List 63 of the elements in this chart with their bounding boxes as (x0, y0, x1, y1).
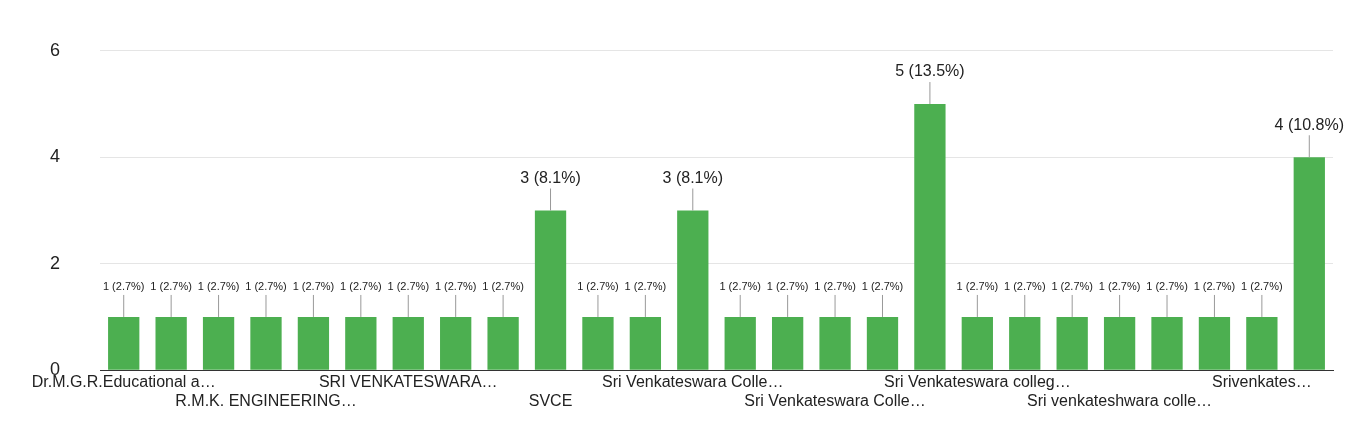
data-label: 1 (2.7%) (434, 280, 477, 293)
bar (866, 316, 899, 370)
bar (771, 316, 804, 370)
bar (440, 316, 472, 370)
data-label: 1 (2.7%) (861, 280, 904, 293)
bar (629, 316, 662, 370)
data-label: 1 (2.7%) (577, 280, 619, 293)
bar (534, 210, 567, 370)
data-label: 1 (2.7%) (814, 280, 856, 293)
bar (297, 316, 330, 370)
bar (392, 316, 424, 370)
bar (1293, 157, 1325, 370)
bar (250, 316, 282, 370)
bar (1103, 316, 1136, 370)
x-tick-label: Sri Venkateswara Colle… (744, 392, 926, 410)
data-label: 1 (2.7%) (340, 280, 382, 293)
data-label: 1 (2.7%) (292, 280, 335, 293)
bar (724, 316, 756, 370)
bar (819, 316, 851, 370)
data-label: 1 (2.7%) (1193, 280, 1236, 293)
data-label: 1 (2.7%) (1051, 280, 1093, 293)
bar (155, 316, 187, 370)
bar (582, 316, 614, 370)
data-label: 1 (2.7%) (766, 280, 809, 293)
data-label: 1 (2.7%) (197, 280, 240, 293)
data-label: 5 (13.5%) (895, 62, 965, 80)
x-tick-label: Sri Venkateswara Colle… (602, 373, 784, 391)
data-label: 1 (2.7%) (956, 280, 999, 293)
data-label: 4 (10.8%) (1274, 115, 1344, 133)
x-tick-label: SRI VENKATESWARA… (318, 373, 498, 391)
bar (961, 316, 993, 370)
bar (345, 316, 377, 370)
data-label: 1 (2.7%) (102, 280, 145, 293)
x-tick-label: Sri venkateshwara colle… (1027, 392, 1213, 410)
x-tick-label: Srivenkates… (1212, 373, 1312, 391)
data-label: 1 (2.7%) (1146, 280, 1188, 293)
bar (1151, 316, 1183, 370)
bar (1056, 316, 1088, 370)
data-label: 1 (2.7%) (150, 280, 192, 293)
x-tick-label: R.M.K. ENGINEERING… (175, 392, 357, 410)
y-tick-label: 6 (50, 39, 61, 60)
bar (914, 104, 946, 370)
data-label: 3 (8.1%) (662, 168, 724, 186)
data-label: 3 (8.1%) (520, 168, 581, 186)
data-label: 1 (2.7%) (245, 280, 287, 293)
bar (1009, 316, 1041, 370)
data-label: 1 (2.7%) (387, 280, 430, 293)
data-label: 1 (2.7%) (1003, 280, 1046, 293)
bar (1246, 316, 1278, 370)
data-label: 1 (2.7%) (1241, 280, 1283, 293)
data-label: 1 (2.7%) (624, 280, 667, 293)
bar (677, 210, 709, 370)
y-tick-label: 4 (50, 146, 61, 167)
data-label: 1 (2.7%) (1098, 280, 1141, 293)
y-tick-label: 2 (50, 252, 61, 273)
data-label: 1 (2.7%) (719, 280, 762, 293)
bar (202, 316, 235, 370)
x-tick-label: Sri Venkateswara colleg… (883, 373, 1071, 391)
x-tick-label: SVCE (528, 392, 573, 410)
data-label: 1 (2.7%) (482, 280, 524, 293)
bar (487, 316, 519, 370)
bar (1198, 316, 1231, 370)
bar (108, 316, 140, 370)
